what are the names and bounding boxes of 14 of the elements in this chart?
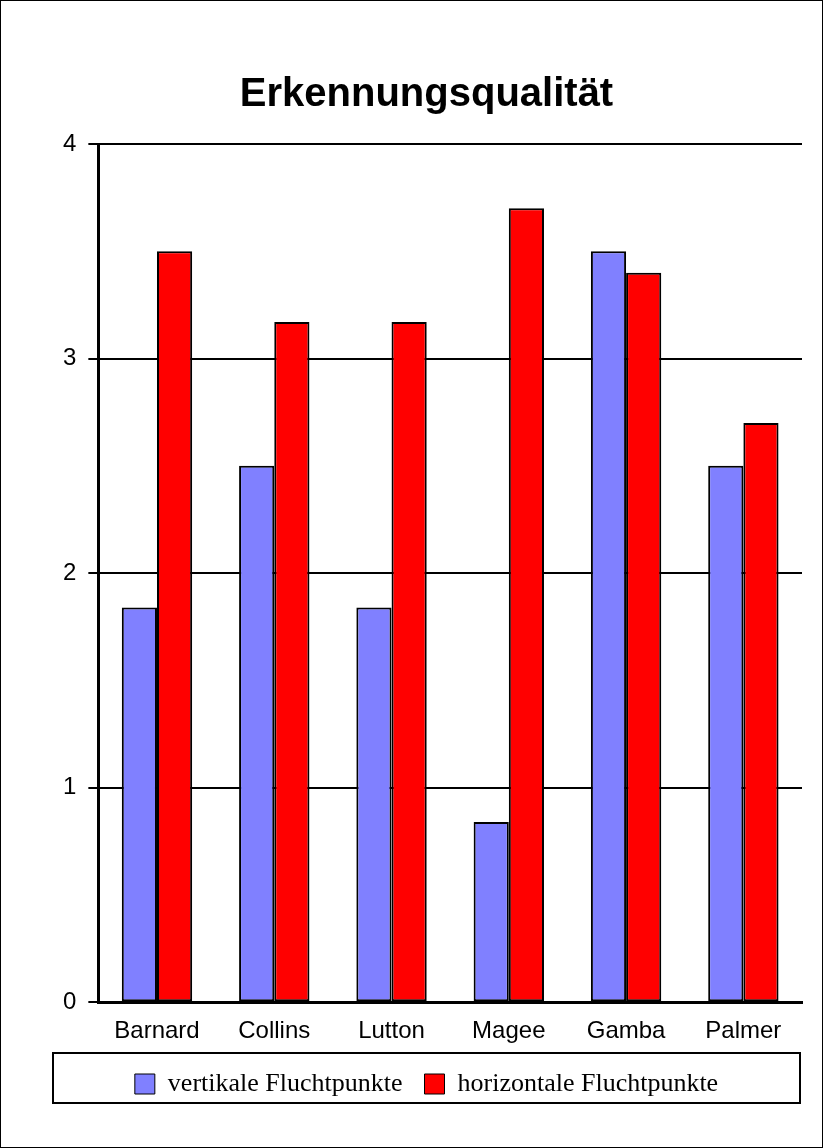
y-tick-label: 2 [62,557,77,585]
y-tick-label: 0 [62,986,77,1014]
chart-title: Erkennungsqualität [239,70,614,115]
x-tick-label: Barnard [114,1016,200,1044]
legend-label: horizontale Fluchtpunkte [457,1067,719,1097]
y-tick-label: 4 [62,128,77,156]
x-tick-label: Palmer [705,1016,782,1044]
x-tick-label: Collins [238,1016,311,1044]
y-tick-label: 3 [62,343,77,371]
y-tick-label: 1 [62,772,77,800]
legend-label: vertikale Fluchtpunkte [167,1067,403,1097]
x-tick-label: Gamba [586,1016,667,1044]
x-tick-label: Magee [472,1016,546,1044]
x-tick-label: Lutton [358,1016,425,1044]
